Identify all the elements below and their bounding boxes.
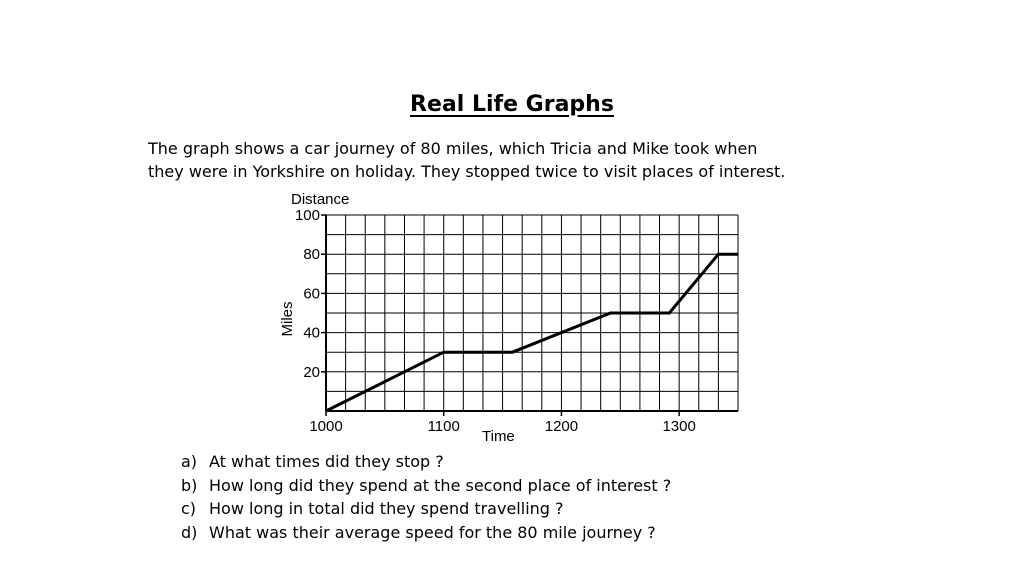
y-tick-label: 60 bbox=[303, 285, 320, 302]
question-letter: b) bbox=[181, 475, 198, 495]
question-letter: a) bbox=[181, 452, 198, 471]
question-text: What was their average speed for the 80 … bbox=[209, 522, 656, 542]
question-item: c) How long in total did they spend trave… bbox=[181, 497, 671, 521]
intro-line-2: they were in Yorkshire on holiday. They … bbox=[148, 162, 786, 181]
journey-line bbox=[325, 252, 738, 413]
x-tick-label: 1100 bbox=[428, 418, 460, 435]
y-axis-header: Distance bbox=[291, 191, 349, 208]
x-axis-label: Time bbox=[482, 428, 515, 445]
question-item: b) How long did they spend at the second … bbox=[181, 474, 671, 498]
y-tick-label: 20 bbox=[303, 364, 320, 381]
x-tick-label: 1200 bbox=[545, 418, 578, 435]
question-text: At what times did they stop ? bbox=[209, 452, 444, 471]
question-item: a) At what times did they stop ? bbox=[181, 450, 671, 474]
question-letter: c) bbox=[181, 499, 197, 518]
page-title: Real Life Graphs bbox=[410, 92, 614, 117]
intro-line-1: The graph shows a car journey of 80 mile… bbox=[148, 139, 758, 158]
y-tick-label: 40 bbox=[303, 325, 320, 342]
chart-series bbox=[325, 252, 738, 413]
x-tick-label: 1000 bbox=[309, 418, 342, 435]
y-tick-label: 100 bbox=[295, 207, 320, 224]
y-tick-label: 80 bbox=[303, 246, 320, 263]
x-tick-label: 1300 bbox=[662, 418, 695, 435]
chart-axes bbox=[325, 215, 738, 412]
chart-tick-labels: 20 40 60 80 100 1000 1100 1200 1300 bbox=[295, 207, 696, 435]
question-item: d) What was their average speed for the 8… bbox=[181, 521, 671, 545]
question-text: How long did they spend at the second pl… bbox=[209, 475, 672, 495]
intro-text: The graph shows a car journey of 80 mile… bbox=[148, 137, 888, 183]
question-text: How long in total did they spend travell… bbox=[209, 499, 564, 518]
question-list: a) At what times did they stop ? b) How lon… bbox=[181, 450, 671, 544]
question-letter: d) bbox=[181, 522, 198, 542]
y-axis-label: Miles bbox=[279, 301, 296, 336]
